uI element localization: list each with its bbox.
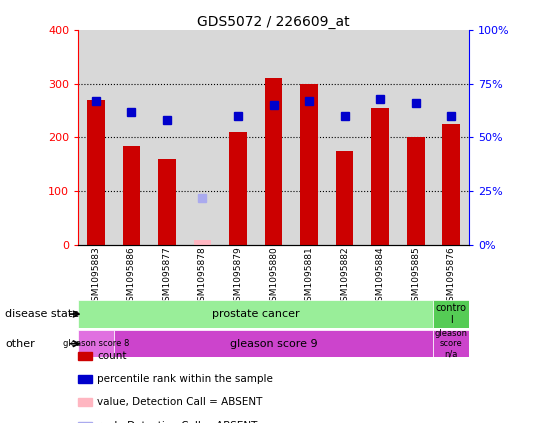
Bar bbox=[433, 330, 469, 357]
Bar bbox=[78, 30, 114, 245]
Bar bbox=[78, 330, 114, 357]
Bar bbox=[158, 159, 176, 245]
Bar bbox=[327, 30, 362, 245]
Bar bbox=[433, 300, 469, 328]
Bar bbox=[371, 108, 389, 245]
Bar bbox=[185, 30, 220, 245]
Text: percentile rank within the sample: percentile rank within the sample bbox=[97, 374, 273, 384]
Text: count: count bbox=[97, 351, 127, 361]
Bar bbox=[114, 330, 433, 357]
Bar bbox=[229, 132, 247, 245]
Bar bbox=[291, 30, 327, 245]
Bar bbox=[220, 30, 256, 245]
Bar bbox=[87, 100, 105, 245]
Bar bbox=[362, 30, 398, 245]
Title: GDS5072 / 226609_at: GDS5072 / 226609_at bbox=[197, 14, 350, 29]
Bar bbox=[194, 240, 211, 245]
Text: rank, Detection Call = ABSENT: rank, Detection Call = ABSENT bbox=[97, 420, 258, 423]
Bar bbox=[256, 30, 291, 245]
Bar bbox=[265, 78, 282, 245]
Text: prostate cancer: prostate cancer bbox=[212, 309, 300, 319]
Text: disease state: disease state bbox=[5, 309, 80, 319]
Text: gleason score 9: gleason score 9 bbox=[230, 339, 317, 349]
Text: value, Detection Call = ABSENT: value, Detection Call = ABSENT bbox=[97, 397, 262, 407]
Bar bbox=[114, 30, 149, 245]
Bar bbox=[407, 137, 425, 245]
Bar bbox=[398, 30, 433, 245]
Text: gleason
score
n/a: gleason score n/a bbox=[434, 329, 468, 359]
Bar bbox=[300, 84, 318, 245]
Bar bbox=[122, 146, 140, 245]
Text: other: other bbox=[5, 339, 35, 349]
Text: contro
l: contro l bbox=[436, 303, 467, 325]
Bar bbox=[149, 30, 185, 245]
Bar bbox=[443, 124, 460, 245]
Text: gleason score 8: gleason score 8 bbox=[63, 339, 129, 348]
Bar bbox=[433, 30, 469, 245]
Bar bbox=[336, 151, 354, 245]
